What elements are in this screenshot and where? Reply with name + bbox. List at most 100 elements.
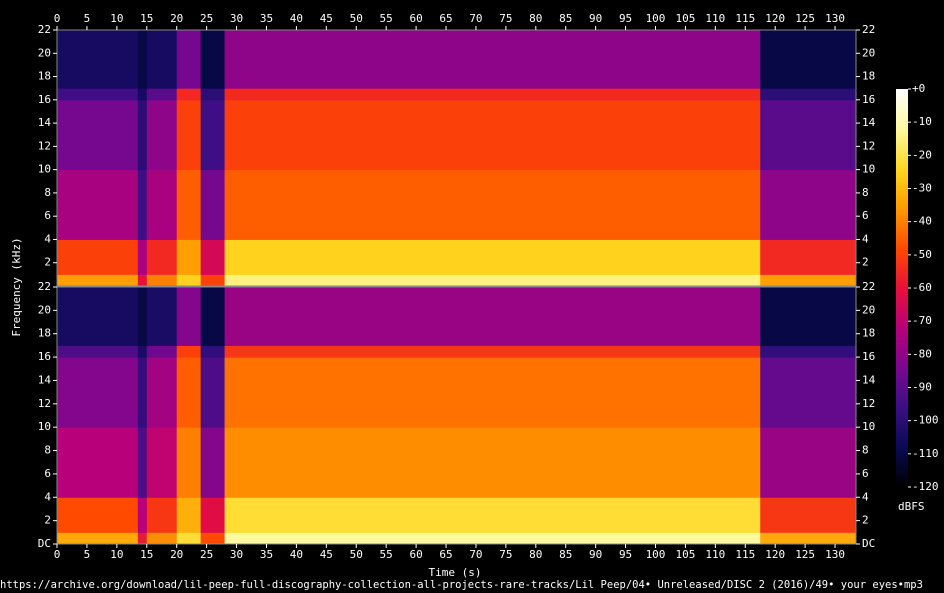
spectrogram-cell [760, 287, 857, 346]
spectrogram-cell [57, 287, 139, 346]
spectrogram-cell [176, 357, 202, 428]
x-tick-label: 70 [469, 12, 482, 25]
y-tick-label: 12 [862, 139, 875, 152]
spectrogram-cell [200, 169, 226, 240]
spectrogram-cell [224, 88, 761, 101]
colorbar-tick-label: -40 [912, 215, 932, 228]
y-tick-label: 12 [862, 397, 875, 410]
spectrogram-cell [176, 274, 202, 287]
spectrogram-cell [137, 287, 148, 346]
y-tick-label: 14 [862, 373, 876, 386]
x-tick-label: 5 [84, 12, 91, 25]
spectrogram-cell [176, 532, 202, 545]
x-tick-label: 80 [529, 12, 542, 25]
y-tick-label: 16 [38, 350, 51, 363]
y-tick-label: 20 [862, 46, 875, 59]
spectrogram-cell [146, 30, 178, 89]
colorbar-tick-label: -110 [912, 447, 939, 460]
y-tick-label: 12 [38, 397, 51, 410]
colorbar [896, 89, 908, 487]
spectrogram-cell [760, 30, 857, 89]
y-tick-label: 8 [44, 186, 51, 199]
x-tick-label: 100 [646, 548, 666, 561]
y-tick-label: 8 [862, 186, 869, 199]
spectrogram-cell [57, 88, 139, 101]
y-tick-label: 14 [38, 373, 52, 386]
x-tick-label: 90 [589, 548, 602, 561]
spectrogram-cell [200, 274, 226, 287]
spectrogram-cell [57, 497, 139, 533]
y-tick-label: 2 [862, 256, 869, 269]
colorbar-label: dBFS [898, 500, 925, 513]
spectrogram-cell [137, 532, 148, 545]
y-tick-label: 6 [44, 209, 51, 222]
x-tick-label: 30 [230, 12, 243, 25]
spectrogram-cell [224, 30, 761, 89]
spectrogram-cell [224, 427, 761, 498]
x-tick-label: 15 [140, 12, 153, 25]
x-tick-label: 5 [84, 548, 91, 561]
x-tick-label: 125 [795, 548, 815, 561]
spectrogram-cell [176, 427, 202, 498]
colorbar-tick-label: -20 [912, 148, 932, 161]
spectrogram-cell [146, 88, 178, 101]
y-tick-label: 22 [38, 280, 51, 293]
x-tick-label: 110 [705, 12, 725, 25]
spectrogram-cell [224, 532, 761, 545]
y-tick-label: DC [38, 537, 51, 550]
colorbar-tick-label: -50 [912, 248, 932, 261]
spectrogram-cell [137, 427, 148, 498]
y-tick-label: 2 [44, 514, 51, 527]
spectrogram-cell [146, 287, 178, 346]
spectrogram-cell [137, 30, 148, 89]
colorbar-tick-label: -80 [912, 347, 932, 360]
colorbar-tick-label: -120 [912, 480, 939, 493]
footer-url: https://archive.org/download/lil-peep-fu… [0, 579, 923, 591]
spectrogram-cell [146, 497, 178, 533]
y-tick-label: 6 [862, 209, 869, 222]
spectrogram-cell [760, 88, 857, 101]
y-tick-label: 16 [862, 93, 875, 106]
spectrogram-cell [760, 532, 857, 545]
spectrogram-cell [760, 497, 857, 533]
spectrogram-cell [137, 88, 148, 101]
colorbar-tick-label: -10 [912, 115, 932, 128]
colorbar-tick-label: -90 [912, 381, 932, 394]
x-tick-label: 60 [409, 12, 422, 25]
x-tick-label: 95 [619, 548, 632, 561]
y-tick-label: 14 [38, 116, 52, 129]
x-tick-label: 10 [110, 548, 123, 561]
spectrogram-cell [176, 287, 202, 346]
y-tick-label: 4 [862, 232, 869, 245]
spectrogram-cell [146, 532, 178, 545]
spectrogram-cell [57, 239, 139, 275]
spectrogram-cell [146, 239, 178, 275]
spectrogram-cell [200, 497, 226, 533]
x-tick-label: 35 [260, 548, 273, 561]
y-tick-label: DC [862, 537, 875, 550]
spectrogram-cell [760, 99, 857, 171]
spectrogram-cell [760, 274, 857, 287]
y-tick-label: 10 [862, 420, 875, 433]
spectrogram-cell [200, 287, 226, 346]
x-tick-label: 40 [290, 12, 303, 25]
y-tick-label: 20 [38, 303, 51, 316]
spectrogram-cell [224, 239, 761, 275]
spectrogram-cell [137, 274, 148, 287]
spectrogram-cell [200, 239, 226, 275]
y-tick-label: 20 [38, 46, 51, 59]
y-tick-label: 4 [44, 232, 51, 245]
spectrogram-cell [176, 497, 202, 533]
spectrogram-cell [137, 239, 148, 275]
spectrogram-cell [224, 169, 761, 240]
y-tick-label: 14 [862, 116, 876, 129]
y-tick-label: 10 [38, 163, 51, 176]
spectrogram-cell [760, 345, 857, 358]
spectrogram-cell [146, 427, 178, 498]
spectrogram-cell [57, 99, 139, 171]
spectrogram-cell [146, 99, 178, 171]
x-tick-label: 30 [230, 548, 243, 561]
x-tick-label: 105 [675, 12, 695, 25]
y-axis-label: Frequency (kHz) [10, 237, 23, 336]
x-tick-label: 110 [705, 548, 725, 561]
